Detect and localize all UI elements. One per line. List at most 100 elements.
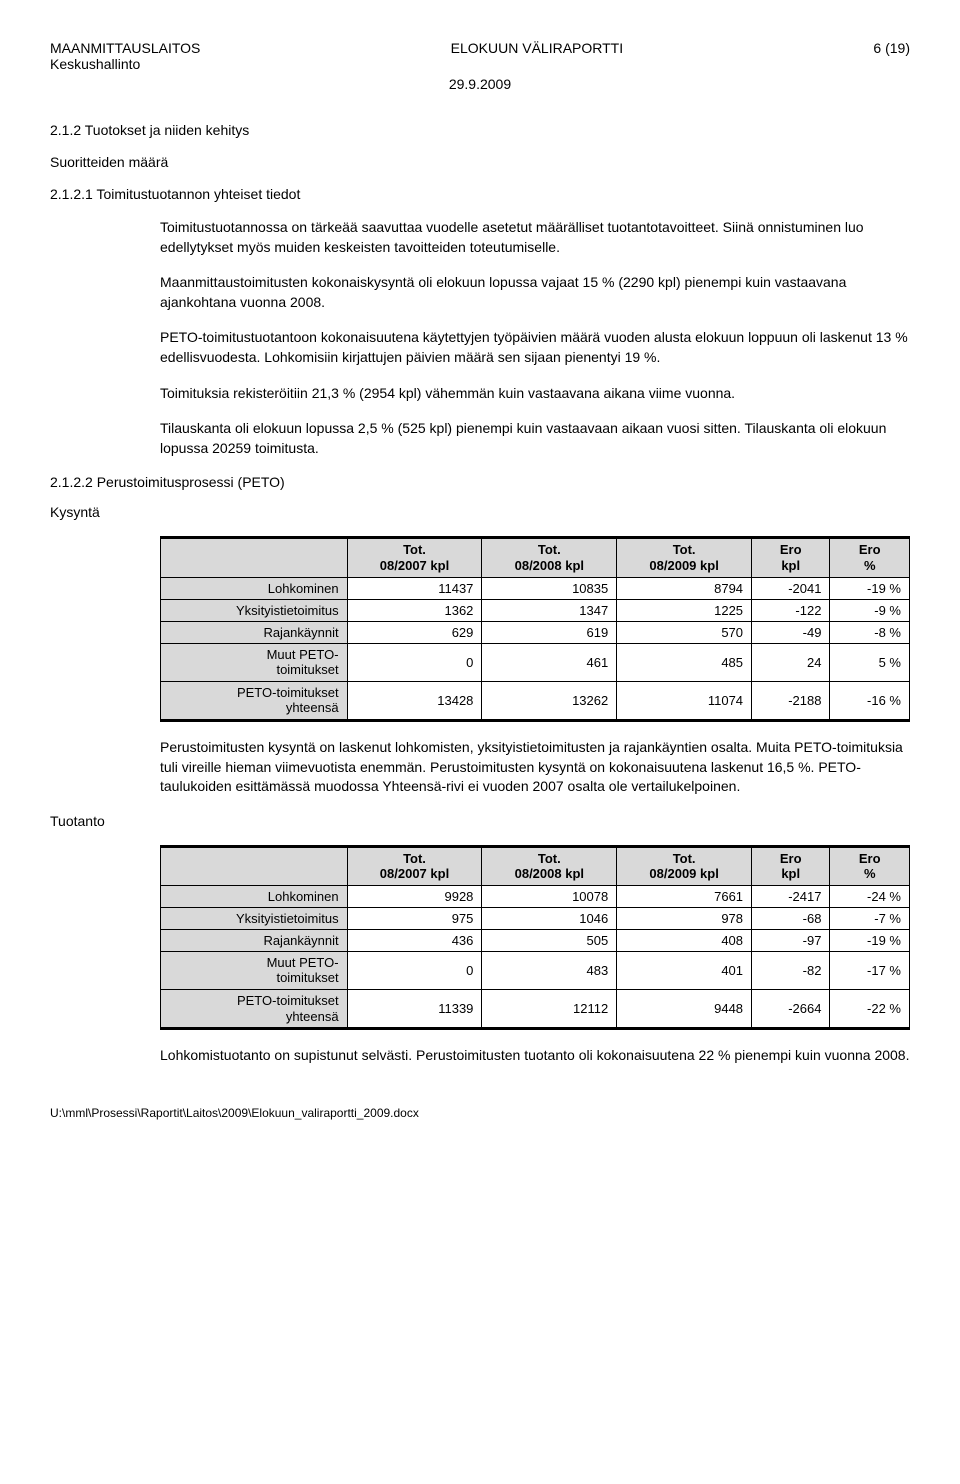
tuotanto-label: Tuotanto (50, 813, 910, 829)
col-ero-pct: Ero% (830, 846, 910, 885)
cell: -49 (752, 621, 830, 643)
section-heading: 2.1.2 Tuotokset ja niiden kehitys (50, 122, 910, 138)
cell: 1046 (482, 907, 617, 929)
cell: 619 (482, 621, 617, 643)
cell: -16 % (830, 681, 910, 720)
subsection-label: Suoritteiden määrä (50, 154, 910, 170)
cell: 1225 (617, 599, 752, 621)
col-2007: Tot.08/2007 kpl (347, 846, 482, 885)
paragraph: PETO-toimitustuotantoon kokonaisuutena k… (160, 328, 910, 367)
cell: 11437 (347, 577, 482, 599)
page-header: MAANMITTAUSLAITOS Keskushallinto ELOKUUN… (50, 40, 910, 72)
cell: -24 % (830, 885, 910, 907)
cell: -19 % (830, 929, 910, 951)
cell: 0 (347, 643, 482, 681)
paragraph: Maanmittaustoimitusten kokonaiskysyntä o… (160, 273, 910, 312)
cell: 629 (347, 621, 482, 643)
paragraph: Lohkomistuotanto on supistunut selvästi.… (160, 1046, 910, 1066)
col-2008: Tot.08/2008 kpl (482, 846, 617, 885)
report-date: 29.9.2009 (50, 76, 910, 92)
table-row: Muut PETO-toimitukset 0 461 485 24 5 % (161, 643, 910, 681)
row-label: Muut PETO-toimitukset (161, 643, 348, 681)
cell: 461 (482, 643, 617, 681)
row-label: PETO-toimituksetyhteensä (161, 990, 348, 1029)
table-row: Rajankäynnit 629 619 570 -49 -8 % (161, 621, 910, 643)
cell: 13428 (347, 681, 482, 720)
cell: 11074 (617, 681, 752, 720)
row-label: PETO-toimituksetyhteensä (161, 681, 348, 720)
paragraph: Toimituksia rekisteröitiin 21,3 % (2954 … (160, 384, 910, 404)
table-row: PETO-toimituksetyhteensä 13428 13262 110… (161, 681, 910, 720)
table-row: Lohkominen 9928 10078 7661 -2417 -24 % (161, 885, 910, 907)
suborg-name: Keskushallinto (50, 56, 200, 72)
row-label: Lohkominen (161, 577, 348, 599)
col-blank (161, 538, 348, 577)
row-label: Lohkominen (161, 885, 348, 907)
col-2008: Tot.08/2008 kpl (482, 538, 617, 577)
table-row: Muut PETO-toimitukset 0 483 401 -82 -17 … (161, 951, 910, 989)
subsection-2121-title: 2.1.2.1 Toimitustuotannon yhteiset tiedo… (50, 186, 910, 202)
cell: -2664 (752, 990, 830, 1029)
cell: 12112 (482, 990, 617, 1029)
row-label: Muut PETO-toimitukset (161, 951, 348, 989)
cell: -82 (752, 951, 830, 989)
kysynta-label: Kysyntä (50, 504, 910, 520)
org-name: MAANMITTAUSLAITOS (50, 40, 200, 56)
cell: 9928 (347, 885, 482, 907)
col-ero-pct: Ero% (830, 538, 910, 577)
col-2009: Tot.08/2009 kpl (617, 846, 752, 885)
cell: -17 % (830, 951, 910, 989)
cell: 7661 (617, 885, 752, 907)
table-row: Yksityistietoimitus 1362 1347 1225 -122 … (161, 599, 910, 621)
cell: 10078 (482, 885, 617, 907)
cell: -7 % (830, 907, 910, 929)
table-header-row: Tot.08/2007 kpl Tot.08/2008 kpl Tot.08/2… (161, 538, 910, 577)
col-ero-kpl: Erokpl (752, 538, 830, 577)
cell: 8794 (617, 577, 752, 599)
cell: -19 % (830, 577, 910, 599)
cell: 24 (752, 643, 830, 681)
cell: 1362 (347, 599, 482, 621)
cell: 408 (617, 929, 752, 951)
cell: 436 (347, 929, 482, 951)
paragraph: Perustoimitusten kysyntä on laskenut loh… (160, 738, 910, 797)
cell: -68 (752, 907, 830, 929)
cell: 1347 (482, 599, 617, 621)
col-2007: Tot.08/2007 kpl (347, 538, 482, 577)
cell: -97 (752, 929, 830, 951)
row-label: Yksityistietoimitus (161, 907, 348, 929)
cell: 0 (347, 951, 482, 989)
cell: -9 % (830, 599, 910, 621)
footer-path: U:\mml\Prosessi\Raportit\Laitos\2009\Elo… (50, 1106, 910, 1120)
row-label: Rajankäynnit (161, 621, 348, 643)
paragraph: Toimitustuotannossa on tärkeää saavuttaa… (160, 218, 910, 257)
table-row: Rajankäynnit 436 505 408 -97 -19 % (161, 929, 910, 951)
cell: 5 % (830, 643, 910, 681)
cell: 401 (617, 951, 752, 989)
cell: -8 % (830, 621, 910, 643)
col-blank (161, 846, 348, 885)
table-row: Lohkominen 11437 10835 8794 -2041 -19 % (161, 577, 910, 599)
subsection-2122-title: 2.1.2.2 Perustoimitusprosessi (PETO) (50, 474, 910, 490)
cell: 10835 (482, 577, 617, 599)
cell: -122 (752, 599, 830, 621)
col-2009: Tot.08/2009 kpl (617, 538, 752, 577)
report-title: ELOKUUN VÄLIRAPORTTI (200, 40, 873, 56)
page-number: 6 (19) (873, 40, 910, 56)
paragraph: Tilauskanta oli elokuun lopussa 2,5 % (5… (160, 419, 910, 458)
cell: 11339 (347, 990, 482, 1029)
cell: -2188 (752, 681, 830, 720)
row-label: Yksityistietoimitus (161, 599, 348, 621)
cell: 9448 (617, 990, 752, 1029)
col-ero-kpl: Erokpl (752, 846, 830, 885)
cell: 485 (617, 643, 752, 681)
tuotanto-table: Tot.08/2007 kpl Tot.08/2008 kpl Tot.08/2… (160, 845, 910, 1031)
cell: 13262 (482, 681, 617, 720)
cell: -2041 (752, 577, 830, 599)
cell: 483 (482, 951, 617, 989)
row-label: Rajankäynnit (161, 929, 348, 951)
table-header-row: Tot.08/2007 kpl Tot.08/2008 kpl Tot.08/2… (161, 846, 910, 885)
cell: 978 (617, 907, 752, 929)
cell: 505 (482, 929, 617, 951)
cell: 975 (347, 907, 482, 929)
